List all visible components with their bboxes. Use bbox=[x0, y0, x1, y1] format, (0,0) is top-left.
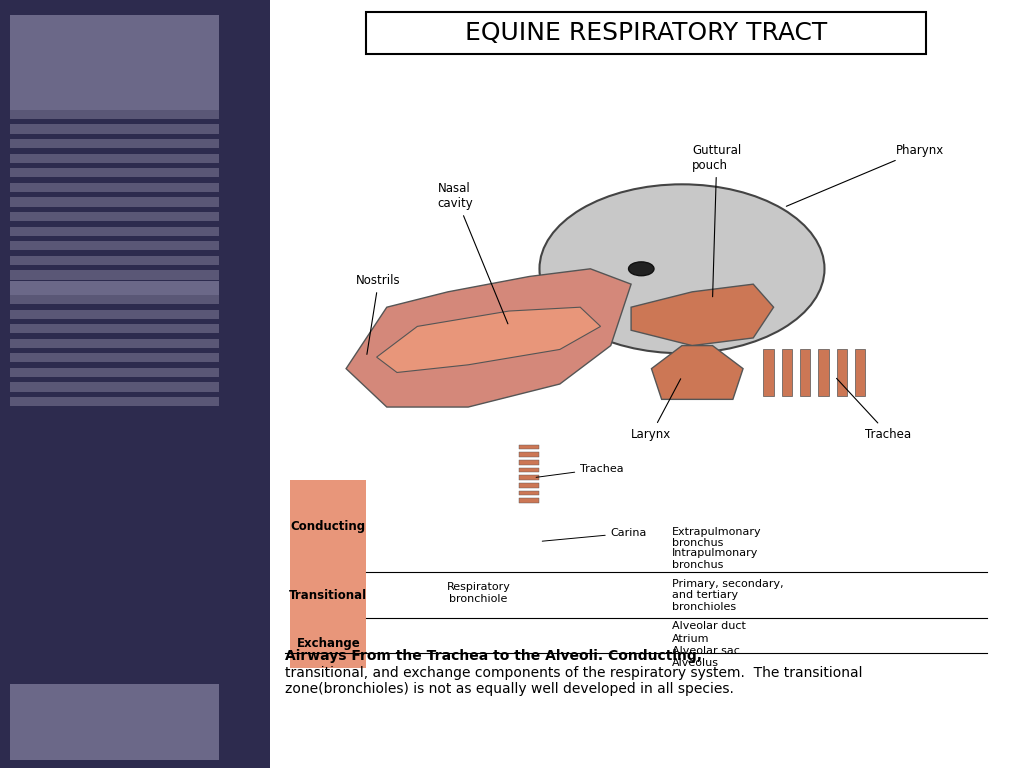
Polygon shape bbox=[377, 307, 600, 372]
Bar bbox=[519, 475, 540, 480]
Text: Conducting: Conducting bbox=[291, 520, 366, 532]
Bar bbox=[519, 468, 540, 472]
Bar bbox=[519, 452, 540, 457]
Bar bbox=[290, 468, 1002, 668]
Bar bbox=[10, 339, 219, 348]
Text: Pharynx: Pharynx bbox=[786, 144, 944, 207]
Bar bbox=[10, 197, 219, 207]
Bar bbox=[781, 349, 792, 396]
Text: EQUINE RESPIRATORY TRACT: EQUINE RESPIRATORY TRACT bbox=[465, 21, 827, 45]
Bar bbox=[10, 368, 219, 377]
Bar bbox=[10, 124, 219, 134]
Text: Trachea: Trachea bbox=[837, 379, 911, 441]
Bar bbox=[10, 281, 219, 298]
Bar bbox=[10, 324, 219, 333]
Bar bbox=[10, 353, 219, 362]
Text: Guttural
pouch: Guttural pouch bbox=[692, 144, 741, 296]
Bar bbox=[10, 397, 219, 406]
Text: Nostrils: Nostrils bbox=[356, 274, 400, 354]
Bar bbox=[10, 154, 219, 163]
Bar bbox=[10, 212, 219, 221]
Ellipse shape bbox=[540, 184, 824, 353]
Text: Extrapulmonary
bronchus: Extrapulmonary bronchus bbox=[672, 527, 762, 548]
Bar bbox=[10, 227, 219, 236]
Text: Nasal
cavity: Nasal cavity bbox=[437, 182, 508, 324]
Bar bbox=[818, 349, 828, 396]
Bar bbox=[519, 498, 540, 503]
Bar bbox=[519, 483, 540, 488]
Text: Airways From the Trachea to the Alveoli. Conducting,: Airways From the Trachea to the Alveoli.… bbox=[285, 649, 702, 663]
Bar bbox=[10, 684, 219, 760]
Polygon shape bbox=[631, 284, 773, 346]
Text: Alveolar sac: Alveolar sac bbox=[672, 646, 739, 657]
Polygon shape bbox=[651, 346, 743, 399]
Text: Trachea: Trachea bbox=[537, 464, 624, 478]
Bar bbox=[10, 139, 219, 148]
Bar bbox=[10, 382, 219, 392]
Text: Larynx: Larynx bbox=[631, 379, 681, 441]
Bar bbox=[0, 0, 269, 768]
Bar bbox=[10, 15, 219, 111]
Bar bbox=[10, 256, 219, 265]
Text: transitional, and exchange components of the respiratory system.  The transition: transitional, and exchange components of… bbox=[285, 666, 862, 696]
Bar bbox=[519, 491, 540, 495]
Bar bbox=[855, 349, 865, 396]
Text: Alveolus: Alveolus bbox=[672, 657, 719, 668]
Bar bbox=[10, 183, 219, 192]
Bar bbox=[10, 295, 219, 304]
Bar bbox=[10, 110, 219, 119]
Bar bbox=[10, 241, 219, 250]
Bar bbox=[290, 480, 367, 572]
Text: Transitional: Transitional bbox=[289, 589, 368, 601]
Bar bbox=[10, 270, 219, 280]
Polygon shape bbox=[346, 269, 631, 407]
Bar bbox=[519, 445, 540, 449]
Text: Respiratory
bronchiole: Respiratory bronchiole bbox=[446, 582, 510, 604]
Bar bbox=[800, 349, 810, 396]
FancyBboxPatch shape bbox=[367, 12, 927, 54]
Bar bbox=[229, 0, 269, 768]
Bar bbox=[290, 572, 367, 618]
Ellipse shape bbox=[629, 262, 654, 276]
Bar bbox=[764, 349, 773, 396]
Bar bbox=[837, 349, 847, 396]
Bar bbox=[10, 168, 219, 177]
Bar bbox=[290, 618, 367, 668]
Text: Atrium: Atrium bbox=[672, 634, 710, 644]
Text: Exchange: Exchange bbox=[296, 637, 360, 650]
Bar bbox=[519, 460, 540, 465]
Text: Intrapulmonary
bronchus: Intrapulmonary bronchus bbox=[672, 548, 758, 570]
Text: Alveolar duct: Alveolar duct bbox=[672, 621, 745, 631]
Bar bbox=[10, 310, 219, 319]
Text: Carina: Carina bbox=[543, 528, 647, 541]
Bar bbox=[290, 77, 1002, 476]
Text: Primary, secondary,
and tertiary
bronchioles: Primary, secondary, and tertiary bronchi… bbox=[672, 578, 783, 612]
